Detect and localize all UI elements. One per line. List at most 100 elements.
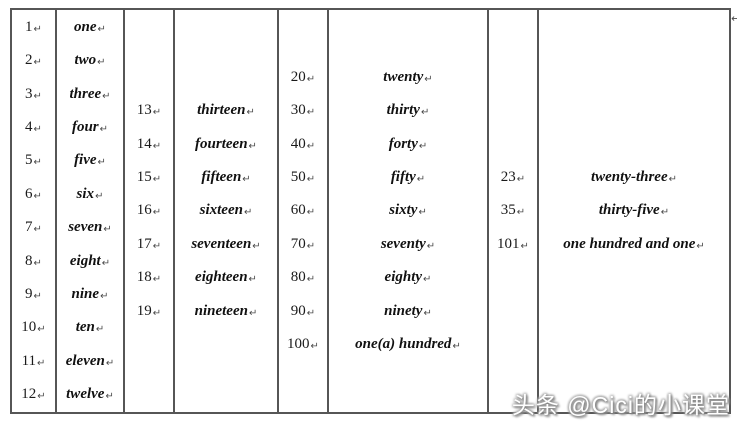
- word-cell: one hundred and one ↵: [539, 228, 729, 261]
- word-text: thirty-five: [598, 202, 660, 219]
- numeral-text: 6: [25, 185, 33, 202]
- col-words-1-12: one ↵ two ↵ three ↵ four ↵ five ↵ six ↵ seven ↵ eight ↵…: [57, 10, 125, 412]
- word-text: five: [74, 152, 97, 169]
- return-mark-icon: ↵: [306, 207, 316, 219]
- word-text: eighty: [384, 269, 423, 286]
- return-mark-icon: ↵: [243, 207, 253, 219]
- number-cell: 90 ↵: [279, 294, 327, 327]
- return-mark-icon: ↵: [416, 174, 426, 186]
- return-mark-icon: ↵: [97, 57, 106, 69]
- word-cell: two ↵: [57, 44, 123, 77]
- numeral-text: 14: [136, 135, 152, 152]
- word-text: thirteen: [197, 102, 246, 119]
- numeral-text: 18: [136, 269, 152, 286]
- number-cell: 35 ↵: [489, 194, 537, 227]
- word-text: twenty-three: [590, 169, 668, 186]
- return-mark-icon: ↵: [152, 307, 162, 319]
- word-cell: five ↵: [57, 144, 123, 177]
- word-cell: four ↵: [57, 111, 123, 144]
- number-cell: 4 ↵: [12, 111, 55, 144]
- word-cell: seven ↵: [57, 211, 123, 244]
- word-cell: twenty-three ↵: [539, 161, 729, 194]
- number-cell: 11 ↵: [12, 345, 55, 378]
- word-text: nineteen: [194, 302, 248, 319]
- word-cell: eighteen ↵: [175, 261, 277, 294]
- number-cell: 50 ↵: [279, 161, 327, 194]
- return-mark-icon: ↵: [668, 174, 678, 186]
- word-cell: forty ↵: [329, 128, 487, 161]
- numeral-text: 17: [136, 235, 152, 252]
- return-mark-icon: ↵: [37, 391, 46, 403]
- numeral-text: 10: [21, 319, 37, 336]
- return-mark-icon: ↵: [33, 57, 42, 69]
- return-mark-icon: ↵: [37, 324, 46, 336]
- numeral-text: 19: [136, 302, 152, 319]
- word-text: eight: [69, 252, 101, 269]
- numeral-text: 80: [290, 269, 306, 286]
- return-mark-icon: ↵: [306, 307, 316, 319]
- word-text: fifteen: [201, 169, 242, 186]
- numeral-text: 5: [25, 152, 33, 169]
- return-mark-icon: ↵: [33, 190, 42, 202]
- number-words-table: 1 ↵ 2 ↵ 3 ↵ 4 ↵ 5 ↵ 6 ↵ 7 ↵ 8 ↵ 9 ↵ 10 ↵ 11 ↵ 12 ↵ one ↵ two ↵ thre…: [10, 8, 731, 414]
- return-mark-icon: ↵: [95, 324, 105, 336]
- word-text: one: [74, 18, 97, 35]
- return-mark-icon: ↵: [33, 290, 42, 302]
- return-mark-icon: ↵: [152, 107, 162, 119]
- return-mark-icon: ↵: [33, 23, 42, 35]
- numeral-text: 16: [136, 202, 152, 219]
- numeral-text: 40: [290, 135, 306, 152]
- numeral-text: 8: [25, 252, 33, 269]
- return-mark-icon: ↵: [242, 174, 251, 186]
- return-mark-icon: ↵: [516, 207, 526, 219]
- return-mark-icon: ↵: [731, 12, 737, 25]
- number-cell: 101 ↵: [489, 228, 537, 261]
- col-numerals-13-19: 13 ↵ 14 ↵ 15 ↵ 16 ↵ 17 ↵ 18 ↵ 19 ↵: [125, 10, 175, 412]
- number-cell: 1 ↵: [12, 11, 55, 44]
- return-mark-icon: ↵: [152, 274, 162, 286]
- word-cell: sixty ↵: [329, 194, 487, 227]
- word-cell: nineteen ↵: [175, 294, 277, 327]
- return-mark-icon: ↵: [306, 274, 316, 286]
- col-words-compound: twenty-three ↵ thirty-five ↵ one hundred and…: [539, 10, 729, 412]
- word-text: sixteen: [199, 202, 243, 219]
- number-cell: 16 ↵: [125, 194, 173, 227]
- word-text: fourteen: [195, 135, 248, 152]
- numeral-text: 4: [25, 119, 33, 136]
- number-cell: 18 ↵: [125, 261, 173, 294]
- word-text: twenty: [383, 68, 424, 85]
- return-mark-icon: ↵: [37, 357, 46, 369]
- number-cell: 15 ↵: [125, 161, 173, 194]
- word-text: sixty: [389, 202, 418, 219]
- number-cell: 7 ↵: [12, 211, 55, 244]
- number-cell: 8 ↵: [12, 244, 55, 277]
- word-text: four: [71, 119, 99, 136]
- word-cell: fifty ↵: [329, 161, 487, 194]
- word-text: six: [76, 185, 95, 202]
- number-cell: 5 ↵: [12, 144, 55, 177]
- col-words-13-19: thirteen ↵ fourteen ↵ fifteen ↵ sixteen ↵ sevent…: [175, 10, 279, 412]
- numeral-text: 11: [21, 352, 37, 369]
- return-mark-icon: ↵: [452, 341, 461, 353]
- word-text: seventy: [380, 235, 426, 252]
- numeral-text: 7: [25, 219, 33, 236]
- word-cell: one(a) hundred ↵: [329, 328, 487, 361]
- return-mark-icon: ↵: [248, 274, 257, 286]
- word-text: forty: [388, 135, 418, 152]
- return-mark-icon: ↵: [101, 257, 111, 269]
- word-cell: three ↵: [57, 77, 123, 110]
- word-cell: sixteen ↵: [175, 194, 277, 227]
- number-cell: 10 ↵: [12, 311, 55, 344]
- watermark: 头条 @Cici的小课堂: [511, 392, 730, 418]
- numeral-text: 13: [136, 102, 152, 119]
- number-cell: 19 ↵: [125, 294, 173, 327]
- return-mark-icon: ↵: [105, 391, 114, 403]
- number-cell: 23 ↵: [489, 161, 537, 194]
- numeral-text: 30: [290, 102, 306, 119]
- word-cell: thirty-five ↵: [539, 194, 729, 227]
- return-mark-icon: ↵: [306, 107, 316, 119]
- number-cell: 20 ↵: [279, 61, 327, 94]
- number-cell: 60 ↵: [279, 194, 327, 227]
- numeral-text: 3: [25, 85, 33, 102]
- number-cell: 2 ↵: [12, 44, 55, 77]
